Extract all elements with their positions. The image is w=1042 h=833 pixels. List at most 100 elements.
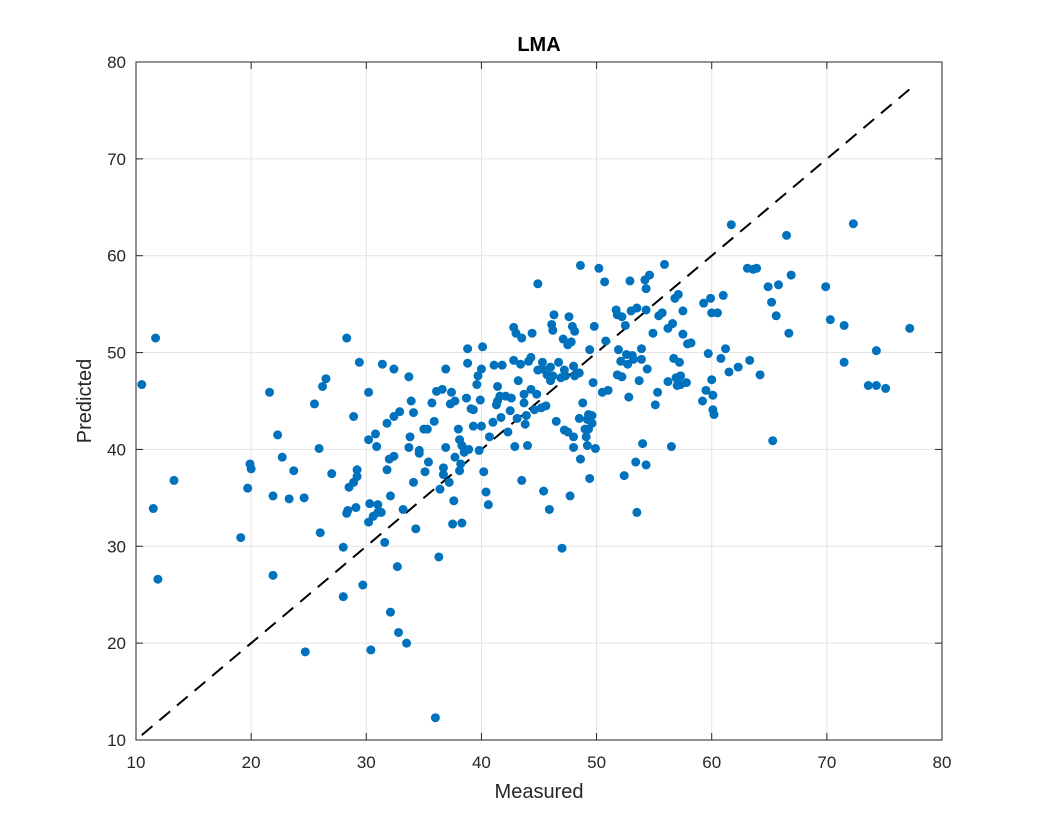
data-point: [767, 297, 777, 307]
data-point: [565, 491, 575, 501]
data-point: [414, 445, 424, 455]
data-point: [708, 390, 718, 400]
data-point: [546, 362, 556, 372]
data-point: [395, 407, 405, 417]
data-point: [716, 353, 726, 363]
data-point: [585, 345, 595, 355]
data-point: [265, 387, 275, 397]
data-point: [434, 552, 444, 562]
data-point: [441, 442, 451, 452]
data-point: [376, 507, 386, 517]
data-point: [148, 504, 158, 514]
data-point: [709, 410, 719, 420]
data-point: [517, 333, 527, 343]
y-tick-label: 40: [107, 440, 126, 459]
data-point: [686, 338, 696, 348]
data-point: [620, 320, 630, 330]
data-point: [631, 457, 641, 467]
y-tick-label: 50: [107, 344, 126, 363]
data-point: [437, 384, 447, 394]
data-point: [448, 519, 458, 529]
data-point: [289, 466, 299, 476]
data-point: [457, 441, 467, 451]
data-point: [617, 312, 627, 322]
data-point: [398, 504, 408, 514]
data-point: [463, 358, 473, 368]
data-point: [309, 399, 319, 409]
data-point: [315, 528, 325, 538]
data-point: [438, 470, 448, 480]
data-point: [575, 260, 585, 270]
data-point: [619, 471, 629, 481]
data-point: [768, 436, 778, 446]
y-tick-label: 70: [107, 150, 126, 169]
data-point: [529, 405, 539, 415]
data-point: [268, 491, 278, 501]
y-tick-label: 30: [107, 537, 126, 556]
scatter-points: [137, 219, 915, 723]
data-point: [782, 230, 792, 240]
data-point: [706, 293, 716, 303]
data-point: [506, 393, 516, 403]
data-point: [590, 443, 600, 453]
data-point: [566, 337, 576, 347]
data-point: [613, 345, 623, 355]
data-point: [601, 336, 611, 346]
data-point: [380, 537, 390, 547]
data-point: [408, 477, 418, 487]
data-point: [660, 259, 670, 269]
data-point: [569, 432, 579, 442]
data-point: [358, 580, 368, 590]
data-point: [385, 607, 395, 617]
data-point: [699, 298, 709, 308]
data-point: [863, 381, 873, 391]
data-point: [570, 326, 580, 336]
data-point: [786, 270, 796, 280]
data-point: [364, 435, 374, 445]
data-point: [726, 220, 736, 230]
data-point: [314, 443, 324, 453]
data-point: [373, 500, 383, 510]
data-point: [527, 328, 537, 338]
data-point: [513, 376, 523, 386]
data-point: [484, 432, 494, 442]
data-point: [519, 398, 529, 408]
data-point: [537, 357, 547, 367]
data-point: [632, 303, 642, 313]
data-point: [771, 311, 781, 321]
data-point: [587, 411, 597, 421]
data-point: [589, 321, 599, 331]
data-point: [641, 305, 651, 315]
data-point: [497, 360, 507, 370]
data-point: [603, 385, 613, 395]
data-point: [236, 533, 246, 543]
data-point: [370, 429, 380, 439]
data-point: [455, 466, 465, 476]
y-tick-label: 80: [107, 53, 126, 72]
data-point: [505, 406, 515, 416]
data-point: [564, 312, 574, 322]
data-point: [641, 284, 651, 294]
data-point: [137, 380, 147, 390]
data-point: [342, 333, 352, 343]
data-point: [503, 427, 513, 437]
data-point: [474, 445, 484, 455]
data-point: [377, 359, 387, 369]
x-tick-labels: 10 20 30 40 50 60 70 80: [127, 753, 952, 772]
data-point: [575, 454, 585, 464]
data-point: [848, 219, 858, 229]
data-point: [404, 372, 414, 382]
data-point: [554, 357, 564, 367]
x-axis-label: Measured: [495, 781, 584, 803]
data-point: [581, 432, 591, 442]
data-point: [526, 352, 536, 362]
data-point: [663, 377, 673, 387]
data-point: [516, 359, 526, 369]
data-point: [405, 432, 415, 442]
data-point: [587, 418, 597, 428]
data-point: [574, 413, 584, 423]
data-point: [522, 441, 532, 451]
data-point: [450, 452, 460, 462]
data-point: [548, 371, 558, 381]
data-point: [721, 344, 731, 354]
